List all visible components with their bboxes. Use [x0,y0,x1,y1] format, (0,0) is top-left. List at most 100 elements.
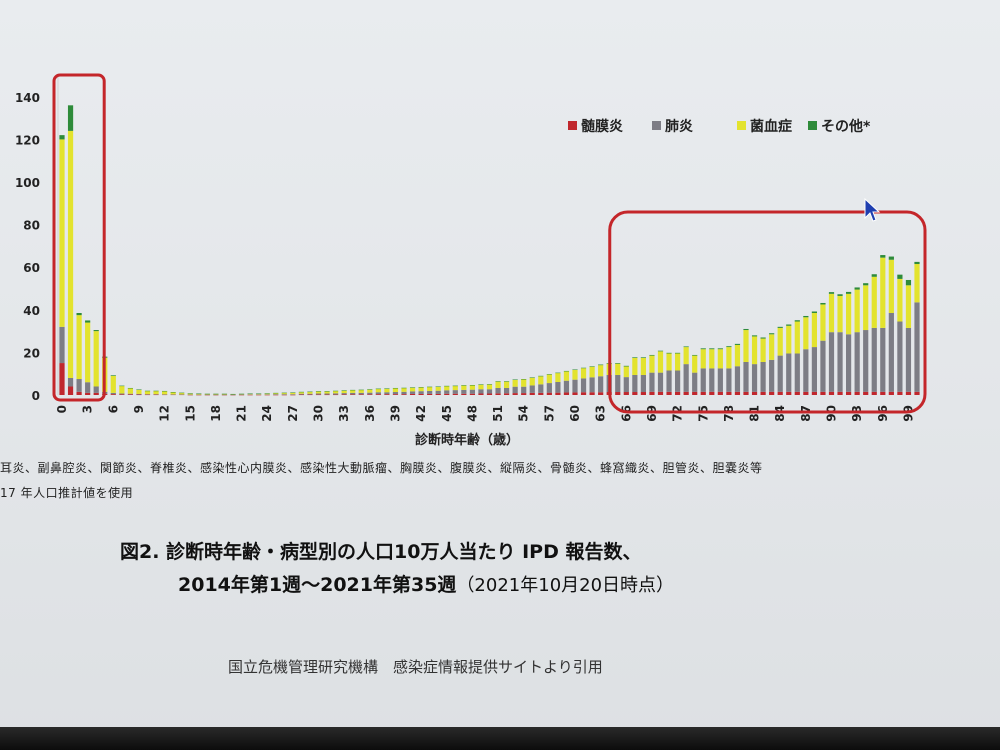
bar-segment [615,374,621,393]
bar-segment [170,392,176,395]
bar-segment [153,394,159,395]
bar-segment [110,375,116,376]
bar-segment [717,391,723,395]
bar-segment [572,392,578,395]
bar-segment [811,311,817,313]
bar-segment [632,357,638,358]
bar-segment [427,386,433,391]
bar-segment [324,393,330,395]
bar-segment [726,368,732,392]
bar-segment [666,353,672,371]
bar-segment [649,354,655,356]
bar-segment [221,393,228,395]
bar-segment [375,388,381,390]
bar-segment [452,390,458,394]
bar-segment [538,384,544,393]
bar-segment [905,279,912,286]
bar-segment [179,394,185,395]
bar-segment [358,389,364,393]
bar-segment [213,393,219,395]
x-tick-label: 57 [542,405,556,422]
bar-segment [264,394,270,396]
bar-segment [709,348,715,350]
bar-segment [350,389,356,391]
bar-segment [452,385,458,387]
bar-segment [350,390,356,393]
bar-segment [897,321,903,392]
bar-segment [880,391,886,395]
bar-segment [675,352,681,354]
bar-segment [384,394,390,395]
bar-segment [751,336,758,365]
bar-segment [486,384,493,385]
bar-segment [179,392,185,394]
y-tick-label: 80 [23,219,40,233]
screen-bezel [0,727,1000,750]
bar-segment [478,389,484,394]
bar-segment [786,353,792,392]
bar-segment [888,256,894,260]
bar-segment [914,302,920,392]
figure-title-date: （2021年10月20日時点） [456,575,675,596]
bar-segment [692,354,698,356]
bar-segment [598,376,604,393]
bar-segment [580,392,587,395]
highlight-boxes [52,73,927,414]
bar-segment [119,394,125,395]
x-tick-label: 42 [414,405,428,422]
bar-segment [794,320,800,322]
bar-segment [521,379,527,380]
bar-segment [418,391,424,394]
legend-swatch [737,121,746,130]
bar-segment [153,390,159,395]
bar-segment [59,139,65,327]
bar-segment [897,274,903,279]
bar-segment [615,363,621,364]
legend-label: 肺炎 [665,119,693,135]
bar-segment [555,372,561,374]
bar-segment [563,371,570,381]
legend-label: 菌血症 [750,118,792,135]
bar-segment [469,385,475,390]
bar-segment [880,327,886,392]
bar-segment [256,393,262,395]
legend: 髄膜炎 肺炎 菌血症 その他* [568,118,871,135]
bar-segment [375,392,381,395]
bar-segment [777,327,783,356]
bar-segment [119,386,125,394]
bar-segment [144,394,151,396]
bar-segment [854,391,860,395]
bar-segment [179,392,185,395]
bar-segment [341,394,347,395]
bar-segment [264,393,270,395]
bar-segment [444,386,450,391]
bar-segment [495,381,501,388]
x-tick-label: 39 [388,405,402,422]
bar-segment [666,370,672,392]
bar-segment [221,393,228,395]
bar-segment [375,388,381,393]
bar-segment [281,394,287,395]
bar-segment [521,386,527,394]
bar-segment [281,394,287,396]
bar-segment [238,394,245,395]
x-tick-label: 15 [183,405,197,422]
bar-segment [863,330,869,392]
bar-segment [760,391,766,395]
bar-segment [717,348,723,350]
bar-segment [580,367,587,369]
bar-segment [127,387,133,389]
bar-segment [93,392,99,395]
bar-segment [546,383,552,393]
bar-segment [85,382,91,393]
bar-segment [743,328,749,331]
bar-segment [794,391,800,395]
bar-segment [162,391,168,395]
y-tick-label: 100 [15,176,40,190]
bar-segment [649,355,655,373]
bar-segment [580,368,587,379]
bar-segment [529,385,535,393]
bar-segment [461,393,467,395]
bar-segment [726,347,732,369]
bar-segment [333,390,339,394]
